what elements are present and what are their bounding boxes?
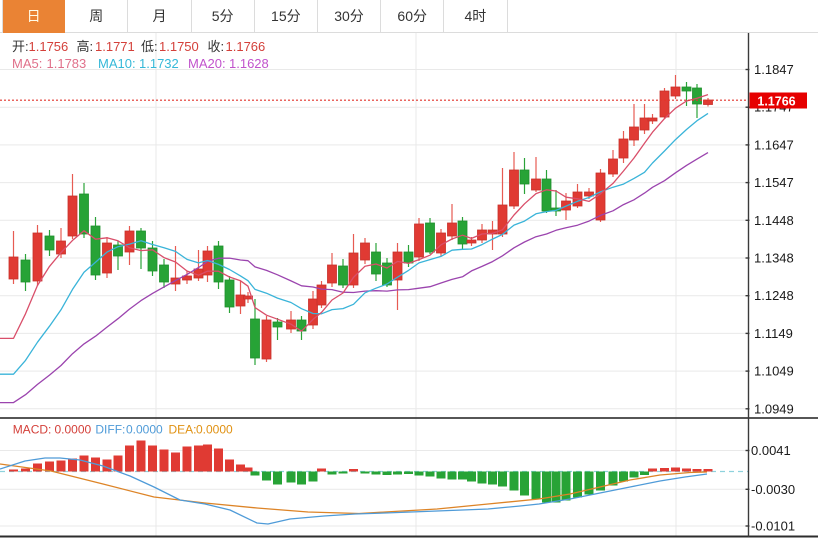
svg-text:1.1547: 1.1547 — [754, 175, 794, 190]
svg-text:1.0949: 1.0949 — [754, 401, 794, 416]
svg-text:1.1248: 1.1248 — [754, 288, 794, 303]
svg-text:0.0041: 0.0041 — [751, 443, 791, 458]
svg-text:1.1448: 1.1448 — [754, 213, 794, 228]
svg-text:-0.0101: -0.0101 — [751, 519, 795, 534]
svg-text:1.1847: 1.1847 — [754, 62, 794, 77]
svg-text:1.1348: 1.1348 — [754, 251, 794, 266]
svg-text:-0.0030: -0.0030 — [751, 482, 795, 497]
svg-text:1.1766: 1.1766 — [757, 95, 795, 109]
svg-text:1.1647: 1.1647 — [754, 137, 794, 152]
svg-text:1.1049: 1.1049 — [754, 364, 794, 379]
svg-text:1.1149: 1.1149 — [754, 326, 793, 341]
